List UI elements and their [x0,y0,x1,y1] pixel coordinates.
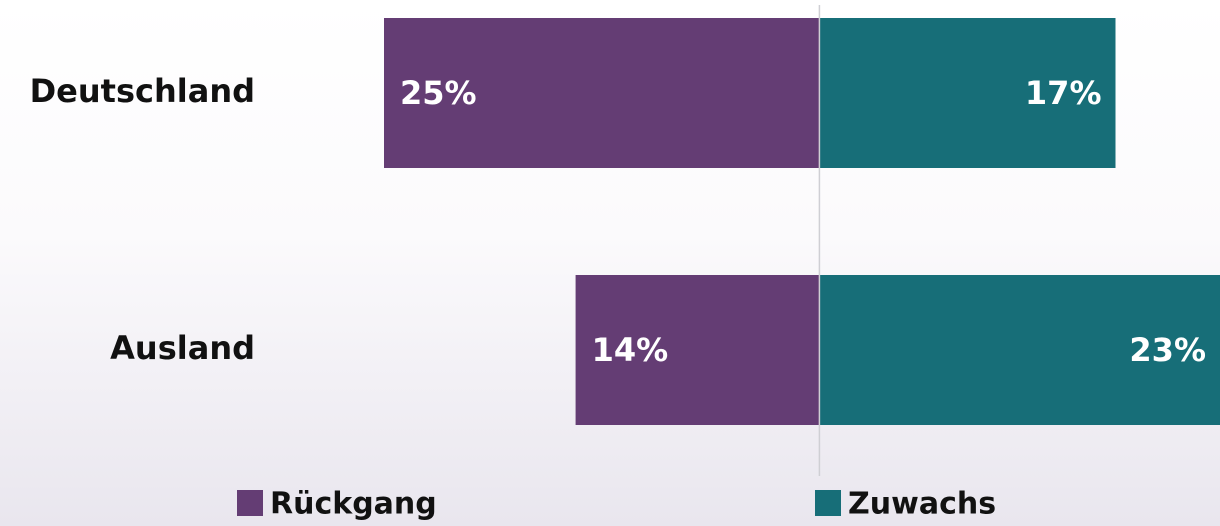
bar [819,275,1220,425]
category-label: Deutschland [30,72,255,110]
legend-label: Rückgang [270,487,437,522]
legend-swatch [815,490,841,516]
value-label: 25% [400,74,477,112]
legend-label: Zuwachs [848,487,996,522]
bar [819,18,1116,168]
legend-swatch [237,490,263,516]
bar [575,275,820,425]
category-label: Ausland [110,329,255,367]
value-label: 17% [1025,74,1102,112]
value-label: 14% [592,331,669,369]
bar [384,18,820,168]
value-label: 23% [1129,331,1206,369]
